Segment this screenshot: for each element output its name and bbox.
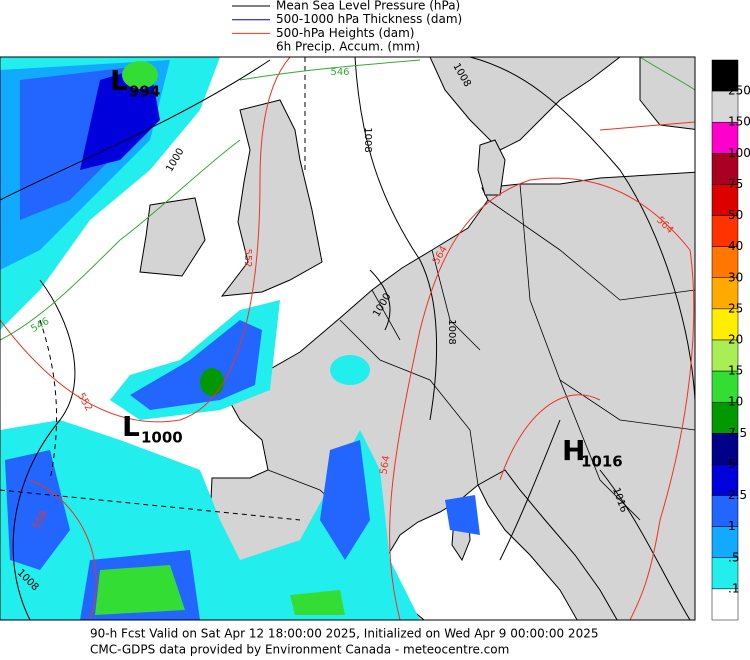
precipitation: [0, 57, 480, 620]
contour-label: 1008: [362, 127, 373, 152]
system-letter: L: [122, 410, 140, 443]
colorbar-label: 20: [728, 333, 743, 347]
contour-label: 1008: [446, 319, 457, 344]
height-contour: [0, 57, 695, 620]
colorbar-box: [711, 215, 739, 247]
colorbar-label: 50: [728, 208, 743, 222]
scandinavia: [429, 57, 621, 151]
colorbar-label: 150: [728, 115, 750, 129]
colorbar-label: 2.5: [728, 488, 747, 502]
colorbar-box: [711, 59, 739, 92]
colorbar-label: 100: [728, 146, 750, 160]
system-value: 1000: [141, 429, 183, 447]
colorbar-box: [711, 184, 739, 216]
ireland: [139, 197, 206, 277]
colorbar-label: 40: [728, 239, 743, 253]
colorbar: 250 150 100 75 50 40 30 25 20 15 10 7.5 5 2.5 1 .5 .1: [711, 59, 750, 621]
colorbar-box: [711, 495, 739, 527]
colorbar-box: [711, 370, 739, 403]
system-letter: H: [562, 434, 585, 467]
colorbar-label: 15: [728, 364, 743, 378]
legend: Mean Sea Level Pressure (hPa)500-1000 hP…: [232, 0, 462, 54]
colorbar-box: [711, 401, 739, 434]
thickness-contour: [0, 57, 695, 341]
contour-label: 546: [330, 67, 349, 78]
colorbar-label: 1: [728, 519, 736, 533]
colorbar-box: [711, 153, 739, 185]
system-value: 1016: [581, 453, 623, 471]
colorbar-label: .1: [728, 581, 739, 595]
colorbar-label: 5: [728, 457, 736, 471]
legend-label: 500-hPa Heights (dam): [276, 26, 414, 40]
colorbar-box: [711, 588, 739, 621]
contour-label: 564: [378, 455, 392, 476]
system-value: 994: [129, 83, 160, 101]
system-letter: L: [110, 64, 128, 97]
footer-line: CMC-GDPS data provided by Environment Ca…: [90, 643, 509, 657]
isobar-dashed: [0, 57, 306, 521]
legend-label: Mean Sea Level Pressure (hPa): [276, 0, 460, 13]
footer-line: 90-h Fcst Valid on Sat Apr 12 18:00:00 2…: [90, 627, 598, 641]
colorbar-label: 10: [728, 395, 743, 409]
colorbar-box: [711, 339, 739, 372]
isobar: [0, 57, 695, 620]
borders: [267, 183, 695, 546]
denmark: [477, 139, 506, 196]
colorbar-box: [711, 308, 739, 341]
map-area: [0, 57, 695, 620]
colorbar-box: [711, 557, 739, 590]
colorbar-label: 250: [728, 84, 750, 98]
colorbar-box: [711, 90, 739, 123]
legend-label: 500-1000 hPa Thickness (dam): [276, 12, 462, 26]
colorbar-label: 75: [728, 177, 743, 191]
legend-label: 6h Precip. Accum. (mm): [276, 40, 420, 54]
colorbar-box: [711, 277, 739, 310]
colorbar-label: 7.5: [728, 426, 747, 440]
italy: [477, 469, 618, 620]
map-frame: [0, 56, 696, 621]
colorbar-box: [711, 121, 739, 154]
colorbar-label: .5: [728, 550, 739, 564]
colorbar-box: [711, 464, 739, 496]
colorbar-box: [711, 433, 739, 465]
colorbar-label: 25: [728, 301, 743, 315]
contour-label: 552: [242, 248, 253, 267]
baltic-east: [639, 57, 695, 130]
great-britain: [220, 99, 323, 297]
colorbar-label: 30: [728, 270, 743, 284]
